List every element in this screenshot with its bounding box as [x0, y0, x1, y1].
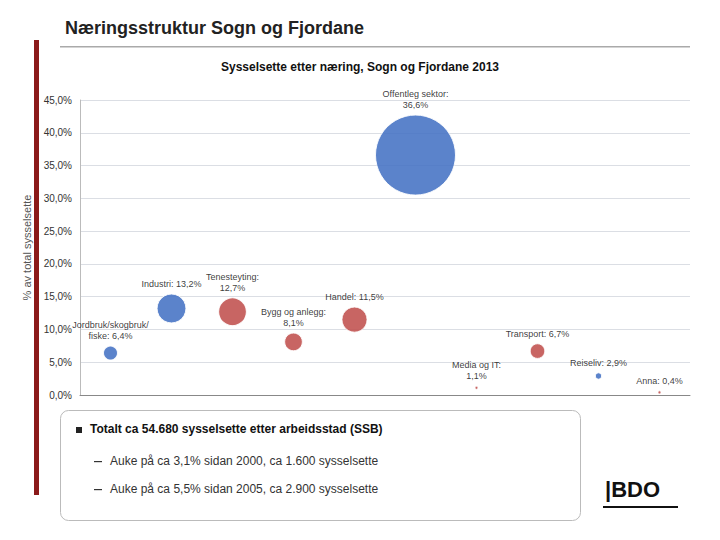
svg-text:Reiseliv: 2,9%: Reiseliv: 2,9% [570, 358, 627, 368]
svg-text:35,0%: 35,0% [44, 160, 72, 171]
svg-text:Auke på ca 5,5% sidan 2005, ca: Auke på ca 5,5% sidan 2005, ca 2.900 sys… [110, 482, 378, 496]
svg-text:20,0%: 20,0% [44, 258, 72, 269]
svg-text:Sysselsette etter næring, Sogn: Sysselsette etter næring, Sogn og Fjorda… [221, 60, 499, 74]
svg-text:8,1%: 8,1% [283, 318, 304, 328]
svg-text:Næringsstruktur Sogn og Fjorda: Næringsstruktur Sogn og Fjordane [65, 18, 364, 38]
svg-text:Handel: 11,5%: Handel: 11,5% [325, 292, 383, 302]
svg-text:fiske: 6,4%: fiske: 6,4% [88, 331, 132, 341]
svg-text:% av total sysselsette: % av total sysselsette [21, 195, 33, 301]
svg-text:30,0%: 30,0% [44, 193, 72, 204]
svg-text:Tenesteyting:: Tenesteyting: [206, 272, 259, 282]
svg-text:Totalt ca 54.680 sysselsette e: Totalt ca 54.680 sysselsette etter arbei… [90, 422, 383, 436]
svg-text:Anna: 0,4%: Anna: 0,4% [636, 376, 683, 386]
svg-text:10,0%: 10,0% [44, 324, 72, 335]
svg-text:|BDO: |BDO [605, 477, 660, 502]
svg-text:Transport: 6,7%: Transport: 6,7% [506, 329, 570, 339]
svg-text:25,0%: 25,0% [44, 226, 72, 237]
svg-text:Auke på ca 3,1% sidan 2000, ca: Auke på ca 3,1% sidan 2000, ca 1.600 sys… [110, 454, 378, 468]
svg-text:Industri: 13,2%: Industri: 13,2% [141, 279, 201, 289]
svg-text:45,0%: 45,0% [44, 95, 72, 106]
svg-text:0,0%: 0,0% [49, 390, 72, 401]
svg-text:Bygg og anlegg:: Bygg og anlegg: [261, 307, 326, 317]
svg-text:40,0%: 40,0% [44, 127, 72, 138]
svg-text:12,7%: 12,7% [220, 283, 246, 293]
svg-text:5,0%: 5,0% [49, 357, 72, 368]
svg-text:36,6%: 36,6% [403, 100, 429, 110]
svg-text:Media og IT:: Media og IT: [452, 360, 501, 370]
svg-text:15,0%: 15,0% [44, 291, 72, 302]
svg-text:1,1%: 1,1% [466, 371, 487, 381]
svg-text:Offentleg sektor:: Offentleg sektor: [383, 89, 449, 99]
svg-text:Jordbruk/skogbruk/: Jordbruk/skogbruk/ [72, 320, 149, 330]
